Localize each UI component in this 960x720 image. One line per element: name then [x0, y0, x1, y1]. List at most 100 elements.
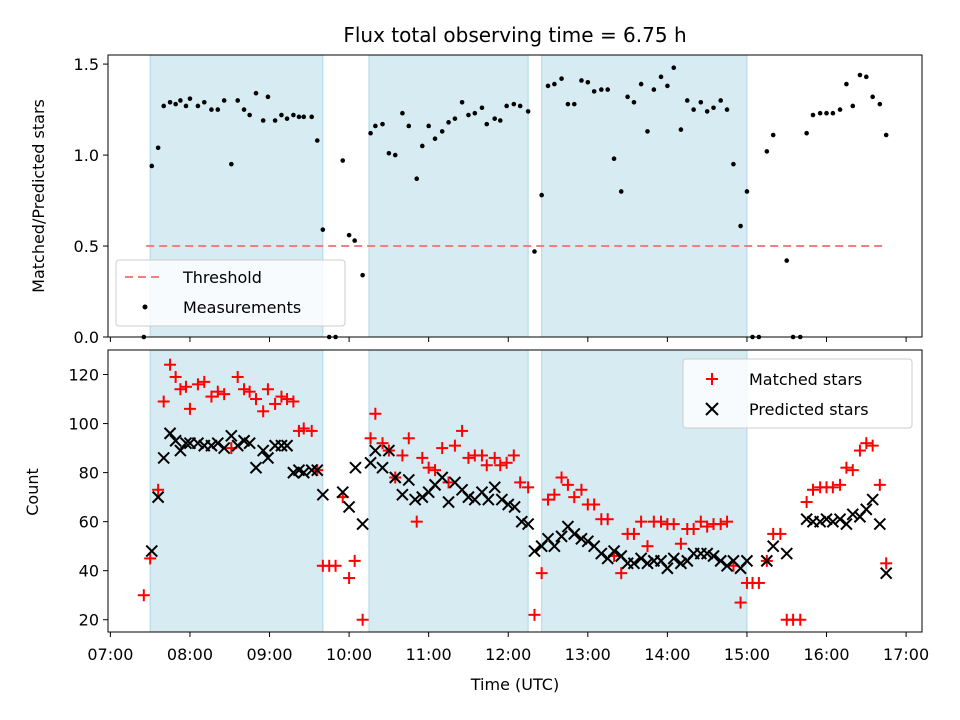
predicted-star-point — [515, 515, 528, 528]
matched-star-point — [674, 537, 687, 550]
measurement-point — [472, 110, 478, 116]
matched-star-point — [500, 456, 513, 469]
matched-star-point — [369, 407, 382, 420]
predicted-star-point — [780, 547, 793, 560]
y-tick-label: 0.0 — [74, 328, 99, 347]
measurement-point — [497, 118, 503, 123]
measurement-point — [665, 83, 670, 89]
predicted-star-point — [482, 493, 495, 506]
matched-star-point — [846, 464, 859, 477]
predicted-star-point — [766, 539, 780, 553]
matched-star-point — [198, 375, 211, 388]
top-ylabel: Matched/Predicted stars — [29, 99, 48, 293]
matched-star-point — [555, 471, 568, 484]
measurement-point — [420, 143, 425, 149]
measurement-point — [691, 107, 696, 112]
measurement-point — [618, 189, 624, 194]
predicted-star-point — [305, 463, 318, 477]
predicted-star-point — [211, 436, 225, 450]
predicted-star-point — [382, 444, 396, 457]
measurement-point — [187, 96, 193, 101]
matched-star-point — [834, 478, 847, 491]
matched-star-point — [250, 393, 262, 406]
predicted-star-point — [275, 439, 288, 452]
matched-star-point — [169, 370, 182, 383]
measurement-point — [651, 87, 657, 92]
measurement-point — [511, 101, 517, 107]
predicted-star-point — [495, 493, 509, 506]
predicted-star-point — [641, 557, 654, 570]
predicted-star-point — [342, 500, 356, 514]
measurement-point — [459, 100, 465, 105]
bottom-ylabel: Count — [23, 468, 42, 516]
predicted-star-point — [607, 544, 621, 558]
predicted-star-point — [575, 532, 588, 546]
measurement-point — [591, 89, 597, 94]
predicted-star-point — [145, 544, 158, 558]
predicted-star-point — [205, 439, 218, 452]
matched-star-point — [422, 461, 435, 474]
measurement-point — [731, 161, 736, 167]
predicted-star-point — [297, 466, 310, 479]
measurement-point — [484, 121, 490, 127]
measurement-point — [195, 103, 201, 109]
matched-star-point — [475, 449, 488, 462]
legend-matched-marker — [706, 373, 718, 385]
matched-star-point — [588, 498, 601, 511]
matched-star-point — [456, 424, 469, 437]
measurement-point — [272, 118, 278, 123]
matched-star-point — [231, 370, 244, 383]
predicted-star-point — [714, 554, 727, 568]
measurement-point — [552, 81, 557, 87]
measurement-point — [611, 156, 617, 162]
matched-star-point — [507, 449, 520, 462]
measurement-point — [229, 161, 234, 167]
matched-star-point — [269, 397, 282, 410]
measurement-point — [439, 129, 445, 134]
matched-star-point — [535, 567, 548, 580]
measurement-point — [837, 107, 843, 112]
measurement-point — [426, 123, 431, 129]
predicted-star-point — [157, 451, 170, 465]
predicted-star-point — [528, 544, 541, 558]
measurement-point — [784, 258, 790, 263]
predicted-star-point — [416, 490, 429, 504]
matched-star-point — [561, 478, 574, 491]
predicted-star-point — [661, 562, 674, 575]
measurement-point — [284, 116, 290, 121]
measurement-point — [738, 223, 743, 229]
measurement-point — [235, 98, 240, 103]
y-tick-label: 0.5 — [74, 237, 99, 256]
bottom-panel: 20 40 60 80 100 120 07:00 08:00 09:00 10:00 11:00… — [23, 349, 929, 694]
x-axis-label: Time (UTC) — [470, 675, 559, 694]
measurement-point — [360, 272, 365, 278]
measurement-point — [599, 87, 604, 92]
measurement-point — [525, 109, 531, 114]
measurement-point — [517, 103, 523, 109]
measurement-point — [605, 87, 610, 92]
predicted-star-point — [634, 552, 648, 565]
matched-star-point — [462, 451, 475, 464]
matched-star-point — [152, 483, 165, 496]
y-tick-label: 20 — [79, 611, 99, 630]
measurement-point — [452, 116, 458, 121]
measurement-point — [209, 107, 214, 112]
predicted-star-point — [217, 441, 231, 455]
matched-star-point — [687, 523, 700, 536]
matched-star-point — [714, 518, 727, 531]
measurement-point — [352, 238, 357, 243]
bottom-axes-frame — [107, 349, 923, 633]
matched-star-point — [402, 432, 415, 445]
predicted-star-point — [508, 500, 521, 514]
x-tick-label: 15:00 — [724, 645, 770, 664]
predicted-star-point — [249, 461, 263, 474]
measurement-point — [532, 249, 537, 254]
observing-window-1 — [368, 54, 529, 338]
measurement-point — [253, 90, 259, 96]
matched-star-point — [164, 358, 177, 371]
measurement-point — [579, 78, 584, 83]
measurement-point — [718, 98, 723, 103]
matched-star-point — [575, 483, 588, 496]
matched-star-point — [601, 513, 614, 526]
legend-threshold-label: Threshold — [182, 268, 262, 287]
